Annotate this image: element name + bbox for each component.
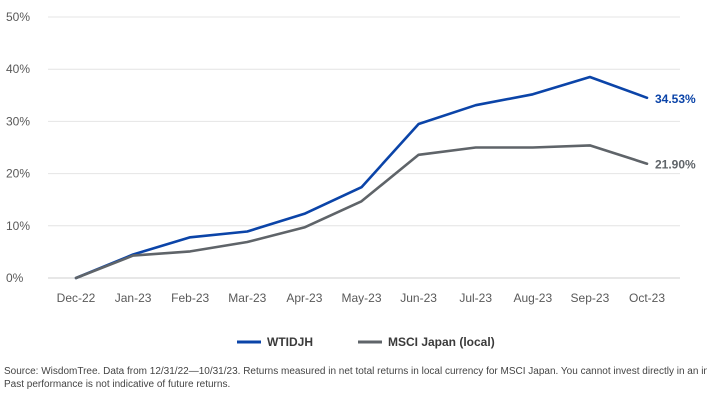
x-tick-label: Mar-23 [228,291,266,305]
x-tick-label: Apr-23 [286,291,322,305]
y-tick-label: 20% [6,167,30,181]
series-line-1 [74,75,649,280]
series-line-2 [74,144,649,280]
legend: WTIDJH MSCI Japan (local) [237,335,495,349]
footnote-line-1: Source: WisdomTree. Data from 12/31/22—1… [4,366,707,377]
y-tick-label: 0% [6,271,24,285]
x-axis-ticks: Dec-22 Jan-23 Feb-23 Mar-23 Apr-23 May-23 Jun-… [57,291,666,305]
source-footnote: Source: WisdomTree. Data from 12/31/22—1… [4,365,707,391]
x-tick-label: May-23 [341,291,381,305]
x-tick-label: Aug-23 [513,291,552,305]
end-value-label: 21.90% [655,158,696,172]
legend-label: WTIDJH [267,335,313,349]
x-tick-label: Jul-23 [459,291,492,305]
x-tick-label: Sep-23 [571,291,610,305]
y-tick-label: 40% [6,62,30,76]
y-tick-label: 10% [6,219,30,233]
end-labels: 34.53% 21.90% [655,92,696,172]
footnote-line-2: Past performance is not indicative of fu… [4,379,231,390]
x-tick-label: Feb-23 [171,291,209,305]
gridlines [48,16,680,279]
end-value-label: 34.53% [655,92,696,106]
series-lines [74,75,649,280]
y-tick-label: 50% [6,10,30,24]
x-tick-label: Jan-23 [115,291,152,305]
legend-label: MSCI Japan (local) [388,335,495,349]
y-tick-label: 30% [6,114,30,128]
y-axis-ticks: 0% 10% 20% 30% 40% 50% [6,10,30,285]
x-tick-label: Dec-22 [57,291,96,305]
x-tick-label: Jun-23 [400,291,437,305]
x-tick-label: Oct-23 [629,291,665,305]
